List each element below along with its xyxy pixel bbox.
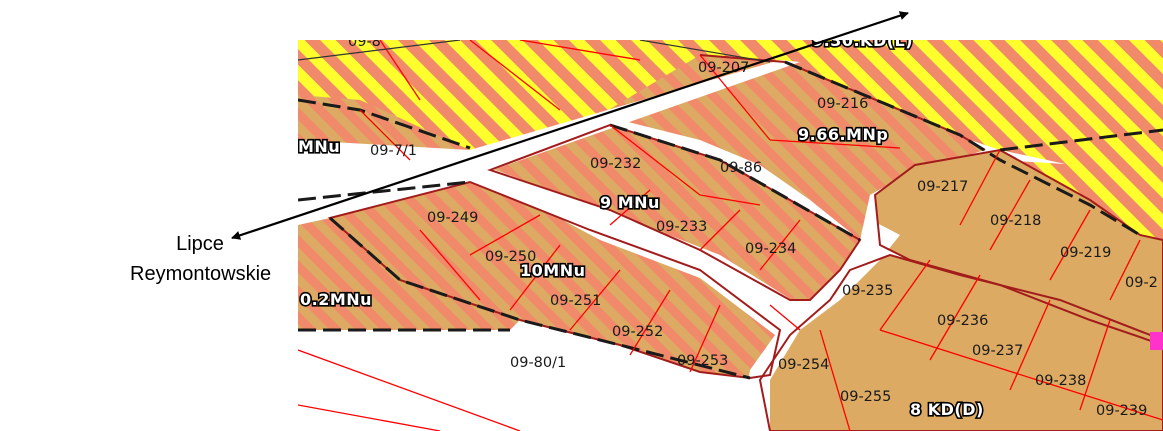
parcel-line	[879, 259, 931, 331]
parcel-line	[1109, 239, 1141, 301]
parcel-label: 09-232	[590, 156, 641, 172]
dashed-line-4	[329, 216, 751, 380]
parcel-line	[989, 179, 1031, 251]
boundary-east-upper	[873, 148, 1163, 347]
direction-label-line1: Lipce	[176, 233, 224, 255]
parcel-label: 09-217	[917, 179, 968, 195]
zone-label: 9.66.MNp	[798, 125, 888, 144]
parcel-label: 09-233	[656, 219, 707, 235]
parcel-label: 09-238	[1035, 373, 1086, 389]
zone-label: 10MNu	[520, 261, 585, 280]
zone-label: 0.2MNu	[300, 290, 372, 309]
parcel-line	[959, 149, 1001, 226]
parcel-line	[1049, 209, 1091, 281]
parcel-line	[879, 329, 1163, 421]
parcel-line	[769, 304, 801, 331]
parcel-line	[419, 229, 481, 301]
parcel-label: 09-237	[972, 343, 1023, 359]
zone-block-east-lower	[760, 255, 1163, 431]
parcel-label: 09-216	[817, 96, 868, 112]
parcel-label: 09-7/1	[370, 143, 417, 159]
zone-label: MNu	[298, 137, 340, 156]
parcel-label: 09-235	[842, 283, 893, 299]
parcel-label: 09-250	[485, 249, 536, 265]
dashed-line-6	[999, 128, 1163, 152]
parcel-line	[298, 404, 441, 431]
boundary-east-lower	[758, 253, 1163, 431]
parcel-line	[298, 349, 521, 431]
map-area: 09-8 09-207 09-216 09-7/1 09-232 09-86 0…	[298, 34, 1163, 431]
zone-label: 9 MNu	[600, 193, 660, 212]
zone-block-east-upper	[875, 150, 1163, 345]
parcel-line	[689, 304, 721, 373]
magenta-zone-fragment	[1150, 332, 1163, 350]
parcel-label: 09-252	[612, 324, 663, 340]
direction-label-line2: Reymontowskie	[130, 263, 272, 285]
parcel-line	[819, 329, 851, 431]
parcel-line	[1009, 299, 1051, 391]
parcel-label: 09-253	[677, 353, 728, 369]
parcel-label: 09-86	[720, 160, 762, 176]
direction-arrow	[231, 11, 909, 240]
parcel-label: 09-219	[1060, 245, 1111, 261]
parcel-label: 09-234	[745, 241, 796, 257]
parcel-label: 09-251	[550, 293, 601, 309]
parcel-label: 09-80/1	[510, 355, 566, 371]
arrow-line	[231, 11, 909, 240]
parcel-label: 09-239	[1096, 403, 1147, 419]
parcel-label: 09-2	[1125, 275, 1158, 291]
parcel-label: 09-254	[778, 357, 829, 373]
parcel-line	[629, 289, 671, 356]
parcel-line	[929, 274, 981, 361]
parcel-line	[569, 269, 621, 331]
parcel-label: 09-255	[840, 389, 891, 405]
parcel-label: 09-8	[348, 34, 381, 50]
zone-label: 8 KD(D)	[910, 400, 984, 419]
direction-label: Lipce Reymontowskie	[130, 229, 272, 289]
parcel-label: 09-249	[427, 210, 478, 226]
parcel-label: 09-218	[990, 213, 1041, 229]
parcel-label: 09-236	[937, 313, 988, 329]
parcel-line	[509, 244, 561, 311]
